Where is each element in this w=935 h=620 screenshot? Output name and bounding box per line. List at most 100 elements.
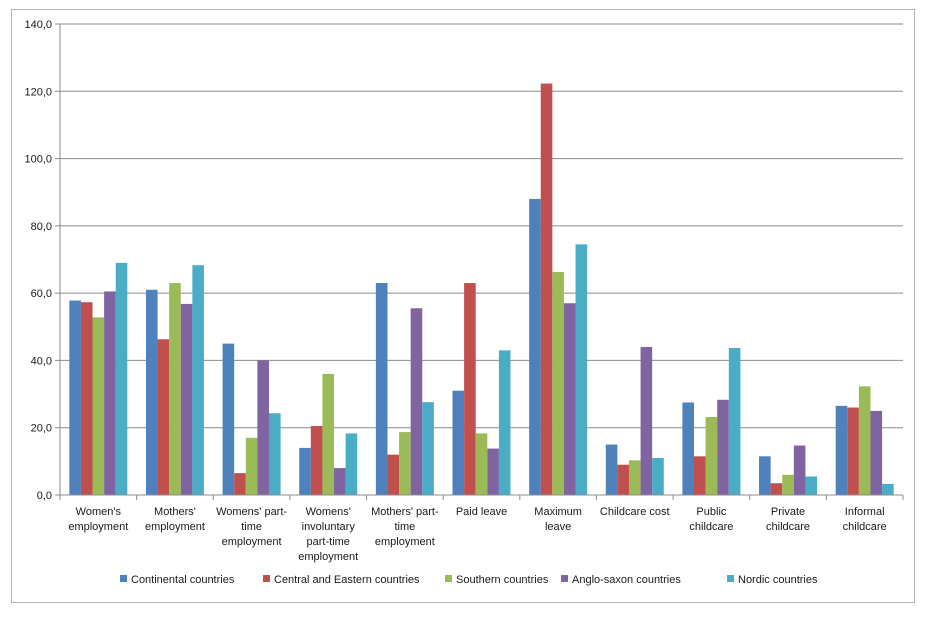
x-tick-label-line: Public: [696, 506, 726, 518]
grouped-bar-chart: 0,0 20,0 40,0 60,0 80,0 100,0 120,0 140,0 Women…: [24, 19, 904, 586]
bar: [847, 407, 859, 495]
x-tick-label-line: childcare: [766, 521, 810, 533]
bar: [464, 283, 476, 495]
x-tick-label: Mothers' part-time employment: [371, 506, 439, 548]
x-tick-label-line: childcare: [689, 521, 733, 533]
y-tick-label: 80,0: [31, 221, 52, 233]
x-tick-label-line: Private: [771, 506, 805, 518]
bar: [169, 283, 181, 495]
x-tick-label-line: time: [394, 521, 415, 533]
x-tick-label: Womens' part-time employment: [216, 506, 287, 548]
y-tick-label: 20,0: [31, 423, 52, 435]
legend-label: Continental countries: [131, 574, 235, 586]
bar: [835, 405, 848, 495]
bar: [759, 456, 771, 495]
y-tick-label: 40,0: [31, 355, 52, 367]
y-tick-label: 120,0: [24, 86, 52, 98]
x-tick-label-line: Womens': [306, 506, 351, 518]
x-tick-label-line: Mothers': [154, 506, 196, 518]
bar: [310, 426, 323, 495]
legend-swatch: [445, 575, 452, 582]
y-tick-label: 60,0: [31, 288, 52, 300]
bar: [498, 350, 511, 495]
x-tick-label-line: Maximum: [534, 506, 582, 518]
bar: [717, 399, 729, 495]
x-tick-label-line: part-time: [307, 536, 350, 548]
bar: [410, 308, 423, 495]
legend-label: Southern countries: [456, 574, 549, 586]
bar: [257, 360, 269, 495]
y-axis: 0,0 20,0 40,0 60,0 80,0 100,0 120,0 140,0: [24, 19, 61, 502]
x-tick-label-line: employment: [375, 536, 435, 548]
x-tick-label: Women's employment: [68, 506, 128, 533]
bar: [234, 473, 246, 495]
bar: [104, 291, 116, 495]
x-tick-label-line: Womens' part-: [216, 506, 287, 518]
bar: [399, 432, 411, 495]
legend-label: Nordic countries: [738, 574, 818, 586]
bar: [192, 265, 204, 495]
x-tick-label: Public childcare: [689, 506, 733, 533]
bar: [487, 448, 499, 495]
bar: [245, 437, 258, 495]
legend: Continental countries Central and Eastern…: [120, 574, 818, 586]
legend-label: Anglo-saxon countries: [572, 574, 681, 586]
bar: [375, 283, 388, 495]
bar: [563, 303, 576, 495]
legend-swatch: [727, 575, 734, 582]
legend-swatch: [263, 575, 270, 582]
bar: [180, 303, 193, 495]
x-tick-label-line: Women's: [76, 506, 122, 518]
bar: [552, 271, 564, 495]
bar: [145, 289, 158, 495]
bar: [222, 343, 235, 495]
bar: [80, 302, 93, 495]
x-tick-label: Mothers' employment: [145, 506, 205, 533]
bar: [299, 447, 311, 495]
bar: [452, 390, 465, 495]
bar: [575, 244, 588, 495]
bar: [728, 347, 741, 495]
x-tick-label-line: Informal: [845, 506, 885, 518]
bar: [652, 457, 664, 495]
legend-swatch: [120, 575, 127, 582]
bars: [69, 83, 894, 496]
bar: [782, 474, 794, 495]
bar: [422, 402, 434, 495]
bar: [334, 468, 346, 495]
y-tick-label: 0,0: [37, 490, 52, 502]
bar: [640, 346, 653, 495]
bar: [882, 483, 894, 495]
bar: [705, 416, 718, 495]
bar: [157, 339, 170, 495]
bar: [628, 460, 641, 495]
x-tick-label-line: employment: [298, 551, 358, 563]
x-tick-label: Womens' involuntary part-time employment: [298, 506, 358, 563]
legend-label: Central and Eastern countries: [274, 574, 420, 586]
x-tick-label-line: Paid leave: [456, 506, 507, 518]
bar: [268, 413, 281, 495]
bar: [617, 464, 629, 495]
bar: [115, 262, 128, 495]
bar: [805, 476, 818, 495]
x-tick-label-line: employment: [68, 521, 128, 533]
bar: [387, 454, 400, 495]
x-tick-label-line: employment: [222, 536, 282, 548]
bar: [605, 444, 618, 495]
bar: [858, 386, 871, 495]
bar: [69, 300, 81, 495]
bar: [694, 456, 706, 495]
bar: [540, 83, 553, 496]
x-tick-label: Paid leave: [456, 506, 507, 518]
x-tick-label: Informal childcare: [843, 506, 887, 533]
x-tick-label: Childcare cost: [600, 506, 670, 518]
x-tick-label-line: childcare: [843, 521, 887, 533]
bar: [682, 402, 695, 495]
bar: [92, 317, 105, 495]
x-tick-label-line: involuntary: [302, 521, 356, 533]
bar: [870, 410, 883, 495]
x-tick-label: Private childcare: [766, 506, 810, 533]
y-tick-label: 140,0: [24, 19, 52, 31]
x-tick-label-line: Childcare cost: [600, 506, 670, 518]
